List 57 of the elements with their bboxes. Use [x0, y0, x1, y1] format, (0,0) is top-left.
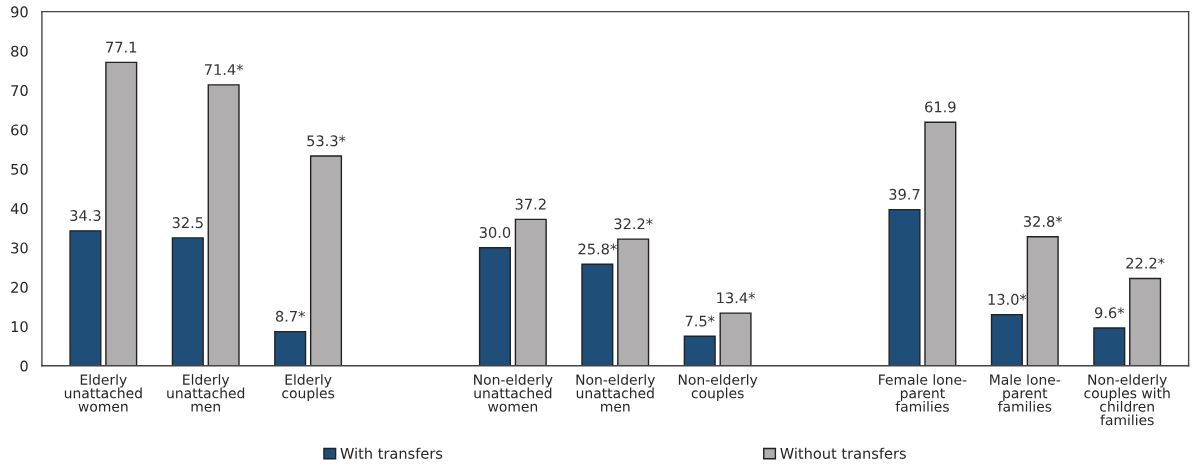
legend-label: Without transfers — [780, 447, 906, 459]
bar — [719, 312, 752, 366]
bar — [478, 247, 512, 366]
y-tick-label: 60 — [11, 124, 28, 136]
data-label: 61.9 — [925, 101, 956, 113]
bar — [274, 330, 307, 366]
bar — [1129, 277, 1162, 366]
data-label: 13.0* — [988, 293, 1027, 305]
data-label: 9.6* — [1094, 307, 1125, 319]
data-label: 37.2 — [515, 198, 546, 210]
x-tick-label: Non-elderly couples with children families — [1084, 374, 1170, 426]
y-tick-label: 10 — [11, 321, 28, 333]
bar — [69, 230, 102, 366]
y-tick-label: 40 — [10, 203, 28, 215]
data-label: 22.2* — [1126, 257, 1165, 269]
bar — [924, 121, 957, 366]
bar — [171, 237, 204, 366]
data-label: 8.7* — [275, 310, 305, 322]
x-tick-label: Male lone- parent families — [990, 374, 1061, 412]
data-label: 71.4* — [204, 64, 244, 75]
x-tick-label: Non-elderly unattached men — [576, 374, 655, 412]
bar — [888, 208, 921, 366]
bar — [1026, 236, 1059, 366]
data-label: 77.1 — [106, 41, 137, 53]
bar — [514, 218, 547, 366]
data-label: 39.7 — [889, 188, 920, 200]
data-label: 32.5 — [172, 217, 203, 229]
bar — [990, 313, 1023, 366]
bar — [581, 263, 614, 366]
y-tick-label: 30 — [11, 242, 28, 254]
bar — [105, 61, 138, 366]
y-tick-label: 50 — [11, 163, 28, 175]
bar — [207, 84, 240, 366]
y-tick-label: 70 — [11, 85, 28, 97]
x-tick-label: Female lone- parent families — [879, 374, 967, 412]
y-tick-label: 90 — [11, 6, 28, 18]
x-tick-label: Non-elderly unattached women — [474, 374, 553, 412]
data-label: 13.4* — [717, 292, 756, 304]
bar — [683, 335, 716, 366]
y-tick-label: 80 — [11, 45, 28, 57]
y-tick-label: 0 — [20, 360, 28, 372]
data-label: 34.3 — [70, 210, 101, 222]
x-tick-label: Elderly couples — [282, 374, 335, 402]
data-label: 25.8* — [578, 243, 617, 255]
data-label: 53.3* — [307, 135, 346, 147]
data-label: 30.0 — [479, 226, 511, 238]
x-tick-label: Non-elderly couples — [678, 374, 758, 402]
data-label: 7.5* — [685, 315, 715, 327]
data-label: 32.8* — [1023, 215, 1063, 227]
legend-label: With transfers — [340, 447, 443, 459]
bar — [617, 238, 650, 366]
x-tick-label: Elderly unattached men — [167, 374, 245, 412]
data-label: 32.2* — [614, 218, 653, 230]
bar — [1093, 327, 1126, 366]
y-tick-label: 20 — [11, 281, 28, 293]
x-tick-label: Elderly unattached women — [64, 374, 142, 412]
bar — [309, 155, 343, 366]
